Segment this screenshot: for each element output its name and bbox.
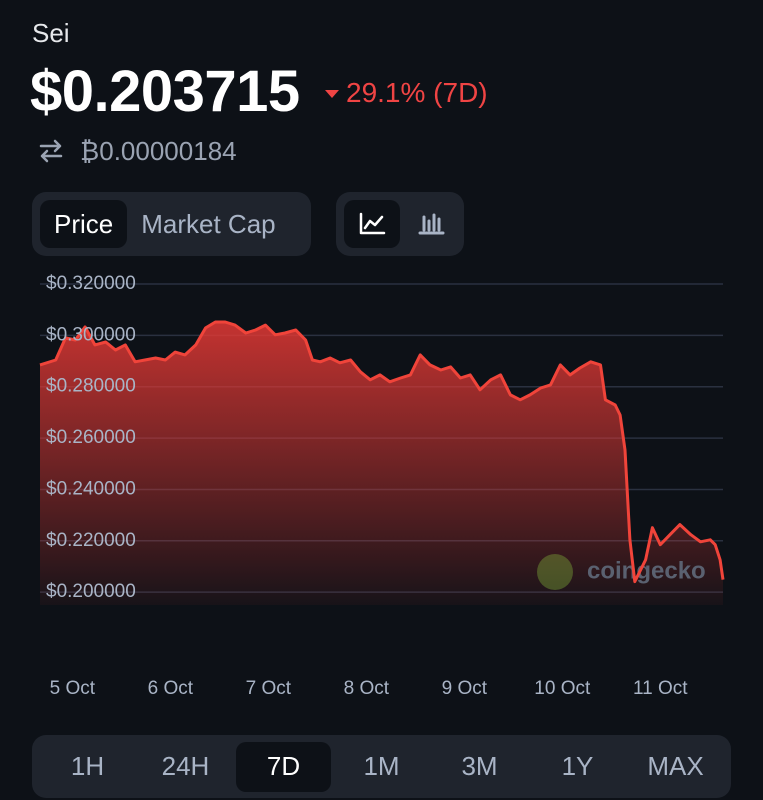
btc-price: ₿0.00000184	[80, 136, 237, 166]
area-fill	[40, 322, 723, 605]
candle-icon	[418, 213, 445, 235]
chart: coingecko 5 Oct 6 Oct 7 Oct 8 Oct 9 Oct 10 Oc…	[39, 273, 725, 699]
line-icon	[359, 212, 386, 235]
coin-name: Sei	[32, 18, 70, 48]
swap-icon	[39, 139, 63, 163]
period-group: 1H 24H 7D 1M 3M 1Y MAX	[32, 735, 731, 798]
y-tick-label: $0.260000	[46, 427, 136, 448]
y-tick-label: $0.240000	[46, 478, 136, 499]
x-tick-label: 11 Oct	[633, 678, 688, 699]
chart-type-group	[336, 192, 464, 256]
x-tick-label: 9 Oct	[442, 678, 488, 699]
watermark-logo	[537, 554, 573, 590]
period-button[interactable]: 7D	[236, 741, 331, 792]
tab-button[interactable]: Market Cap	[141, 208, 276, 239]
period-button[interactable]: 1H	[70, 751, 105, 781]
y-tick-label: $0.320000	[46, 273, 136, 294]
price-change: 29.1% (7D)	[346, 77, 488, 108]
y-tick-label: $0.300000	[46, 324, 136, 345]
x-tick-label: 8 Oct	[344, 678, 390, 699]
period-button[interactable]: 1Y	[561, 751, 594, 781]
y-tick-label: $0.200000	[46, 581, 136, 602]
period-button[interactable]: MAX	[647, 751, 704, 781]
x-tick-label: 10 Oct	[534, 678, 591, 699]
line-chart-button[interactable]	[344, 200, 400, 248]
y-tick-label: $0.280000	[46, 376, 136, 397]
period-button[interactable]: 24H	[161, 751, 210, 781]
candle-chart-button[interactable]	[406, 200, 456, 248]
price-line	[39, 320, 725, 584]
x-tick-label: 5 Oct	[50, 678, 96, 699]
x-tick-label: 7 Oct	[246, 678, 292, 699]
watermark: coingecko	[587, 557, 706, 584]
tab-button[interactable]: Price	[40, 200, 128, 248]
x-tick-label: 6 Oct	[148, 678, 194, 699]
down-arrow	[325, 90, 339, 98]
tab-group: Price Market Cap	[32, 192, 311, 256]
period-button[interactable]: 3M	[461, 751, 498, 781]
period-button[interactable]: 1M	[363, 751, 400, 781]
y-tick-label: $0.220000	[46, 530, 136, 551]
price: $0.203715	[30, 59, 300, 124]
